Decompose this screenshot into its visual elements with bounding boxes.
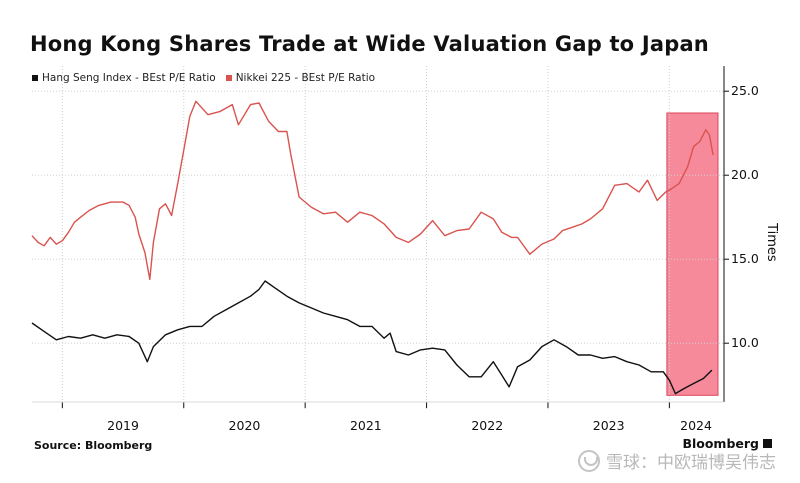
series-line-nikkei <box>31 100 714 281</box>
source-note: Source: Bloomberg <box>34 439 153 452</box>
legend-item-hsi: Hang Seng Index - BEst P/E Ratio <box>32 72 216 84</box>
chart-title: Hong Kong Shares Trade at Wide Valuation… <box>30 32 709 56</box>
bloomberg-logo: Bloomberg <box>682 436 772 451</box>
x-tick-label: 2022 <box>471 418 503 433</box>
bloomberg-square-icon <box>763 439 772 448</box>
x-tick-label: 2024 <box>680 418 712 433</box>
x-tick-label: 2020 <box>229 418 261 433</box>
y-tick-label: 20.0 <box>731 167 759 182</box>
y-tick-label: 10.0 <box>731 335 759 350</box>
legend-label-hsi: Hang Seng Index - BEst P/E Ratio <box>42 72 216 84</box>
watermark: 雪球：中欧瑞博吴伟志 <box>578 448 776 473</box>
y-tick-label: 15.0 <box>731 251 759 266</box>
x-tick-label: 2021 <box>350 418 382 433</box>
highlight-region <box>666 112 719 396</box>
y-tick-label: 25.0 <box>731 83 759 98</box>
bloomberg-wordmark: Bloomberg <box>682 436 759 451</box>
watermark-text: 雪球：中欧瑞博吴伟志 <box>606 453 776 473</box>
snowball-logo-icon <box>578 449 600 472</box>
x-tick-label: 2023 <box>593 418 625 433</box>
legend-swatch-hsi <box>32 75 38 81</box>
y-axis-title: Times <box>764 222 779 262</box>
legend-swatch-nikkei <box>225 75 232 81</box>
series-line-hsi <box>31 280 713 395</box>
x-tick-label: 2019 <box>107 418 139 433</box>
